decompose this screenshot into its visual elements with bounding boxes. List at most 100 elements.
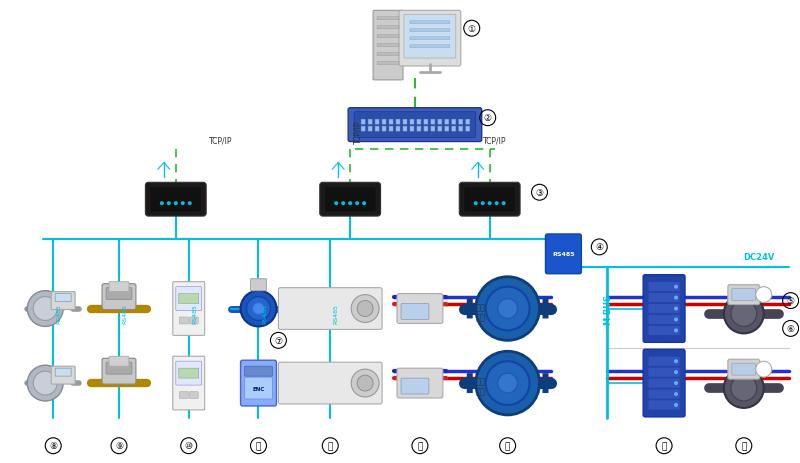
Circle shape [498,373,518,393]
Circle shape [502,202,506,206]
FancyBboxPatch shape [373,11,403,81]
Circle shape [27,365,63,401]
Text: ⑯: ⑯ [741,441,746,450]
FancyBboxPatch shape [179,317,188,324]
FancyBboxPatch shape [732,363,756,375]
FancyBboxPatch shape [396,127,400,132]
Circle shape [362,202,366,206]
Circle shape [246,297,270,321]
Text: RS485: RS485 [57,304,62,324]
Circle shape [674,307,678,311]
Circle shape [674,381,678,385]
FancyBboxPatch shape [190,392,198,399]
Circle shape [731,375,757,401]
FancyBboxPatch shape [459,183,520,217]
Text: ⑪: ⑪ [256,441,261,450]
Text: ⑦: ⑦ [274,336,282,345]
FancyBboxPatch shape [320,183,381,217]
FancyBboxPatch shape [179,392,188,399]
FancyBboxPatch shape [377,63,399,65]
FancyBboxPatch shape [410,38,450,41]
FancyBboxPatch shape [278,288,382,330]
Circle shape [674,296,678,300]
FancyBboxPatch shape [102,358,136,384]
FancyBboxPatch shape [417,127,421,132]
FancyBboxPatch shape [546,234,582,274]
Circle shape [348,202,352,206]
FancyBboxPatch shape [109,357,129,366]
FancyBboxPatch shape [466,299,473,319]
FancyBboxPatch shape [368,127,372,132]
Text: TCP/IP: TCP/IP [354,120,362,143]
FancyBboxPatch shape [403,127,407,132]
FancyBboxPatch shape [377,36,399,38]
FancyBboxPatch shape [401,304,429,320]
Text: RS485: RS485 [122,304,127,324]
Text: RS485: RS485 [334,304,338,324]
Circle shape [181,202,185,206]
FancyBboxPatch shape [102,284,136,310]
Circle shape [357,301,373,317]
Text: 出水: 出水 [476,377,486,386]
FancyBboxPatch shape [354,113,476,138]
Circle shape [476,277,539,341]
Text: 进水: 进水 [476,387,486,396]
FancyBboxPatch shape [542,373,549,393]
FancyBboxPatch shape [109,282,129,292]
FancyBboxPatch shape [190,317,198,324]
FancyBboxPatch shape [643,350,685,417]
FancyBboxPatch shape [178,294,198,304]
FancyBboxPatch shape [404,15,456,59]
Circle shape [481,202,485,206]
FancyBboxPatch shape [348,108,482,142]
Circle shape [674,285,678,289]
FancyBboxPatch shape [438,120,442,125]
FancyBboxPatch shape [278,363,382,404]
Circle shape [674,359,678,363]
Circle shape [34,371,57,395]
FancyBboxPatch shape [361,127,365,132]
FancyBboxPatch shape [51,366,75,384]
Text: TCP/IP: TCP/IP [209,136,232,145]
FancyBboxPatch shape [410,120,414,125]
FancyBboxPatch shape [728,359,760,379]
Circle shape [674,403,678,407]
FancyBboxPatch shape [417,120,421,125]
Text: RS485: RS485 [552,252,574,257]
FancyBboxPatch shape [466,120,470,125]
Circle shape [334,202,338,206]
FancyBboxPatch shape [410,45,450,49]
FancyBboxPatch shape [403,120,407,125]
Circle shape [674,392,678,396]
FancyBboxPatch shape [396,120,400,125]
FancyBboxPatch shape [410,22,450,25]
FancyBboxPatch shape [643,275,685,343]
FancyBboxPatch shape [361,120,365,125]
Circle shape [486,362,530,405]
FancyBboxPatch shape [245,377,273,399]
FancyBboxPatch shape [431,120,435,125]
FancyBboxPatch shape [150,187,202,213]
FancyBboxPatch shape [389,127,393,132]
Circle shape [731,301,757,327]
Circle shape [488,202,492,206]
FancyBboxPatch shape [424,127,428,132]
FancyBboxPatch shape [410,30,450,32]
Circle shape [486,287,530,331]
FancyBboxPatch shape [466,373,473,393]
FancyBboxPatch shape [106,363,132,374]
Circle shape [724,294,764,334]
FancyBboxPatch shape [173,282,205,336]
FancyBboxPatch shape [51,292,75,310]
FancyBboxPatch shape [452,127,456,132]
Text: ⑩: ⑩ [185,441,193,450]
Circle shape [342,202,345,206]
FancyBboxPatch shape [377,53,399,56]
Text: ⑬: ⑬ [418,441,422,450]
Text: ②: ② [484,114,492,123]
FancyBboxPatch shape [146,183,206,217]
FancyBboxPatch shape [250,279,266,291]
Circle shape [674,370,678,374]
Text: ①: ① [468,25,476,34]
Text: ④: ④ [595,243,603,252]
